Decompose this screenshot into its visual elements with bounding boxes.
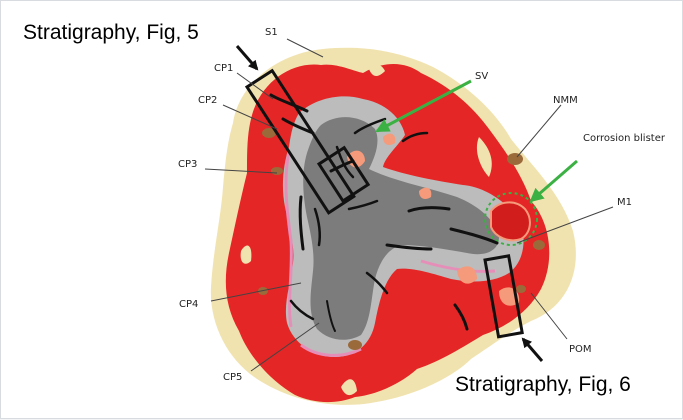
corrosion-blister	[490, 201, 531, 242]
sand-gap-right	[476, 137, 492, 177]
sand-gap-top	[369, 64, 385, 76]
pink-edge-left	[284, 150, 293, 328]
label-m1: M1	[617, 197, 632, 208]
salmon-patch-2	[457, 266, 477, 284]
sand-gap-bottom	[341, 379, 357, 396]
brown-nodule-nmm	[507, 153, 523, 165]
leader-lines	[204, 38, 614, 372]
label-cp3: CP3	[178, 159, 197, 170]
metal-core	[303, 117, 499, 340]
sand-gap-left	[240, 245, 252, 264]
label-s1: S1	[265, 27, 278, 38]
arrow-corrosion-blister	[529, 159, 578, 203]
label-corrosion-blister: Corrosion blister	[583, 133, 666, 144]
stratigraphy-box-fig5-outer	[244, 68, 356, 215]
brown-nodule-1	[262, 128, 276, 138]
label-pom: POM	[569, 344, 592, 355]
arrow-sv	[375, 79, 472, 133]
salmon-patch-4	[419, 187, 432, 199]
label-cp4: CP4	[179, 299, 198, 310]
brown-nodule-4	[348, 340, 362, 350]
caption-fig6: Stratigraphy, Fig, 6	[455, 373, 631, 396]
arrow-fig5	[235, 45, 259, 71]
label-sv: SV	[475, 71, 488, 82]
brown-nodule-3	[533, 240, 545, 250]
pink-edge-bottom	[300, 343, 362, 357]
caption-fig5: Stratigraphy, Fig, 5	[23, 21, 199, 44]
salmon-patch-1	[347, 150, 365, 168]
salmon-patch-5	[383, 133, 396, 145]
label-nmm: NMM	[553, 95, 578, 106]
label-cp2: CP2	[198, 95, 217, 106]
brown-nodule-2	[271, 167, 283, 175]
stratigraphy-box-fig5-inner	[316, 145, 371, 203]
label-cp5: CP5	[223, 372, 242, 383]
stratigraphy-box-fig6	[483, 254, 524, 339]
brown-nodule-6	[516, 285, 526, 293]
arrow-fig6	[521, 337, 544, 362]
label-cp1: CP1	[214, 63, 233, 74]
corrosion-blister-outline	[484, 192, 538, 246]
